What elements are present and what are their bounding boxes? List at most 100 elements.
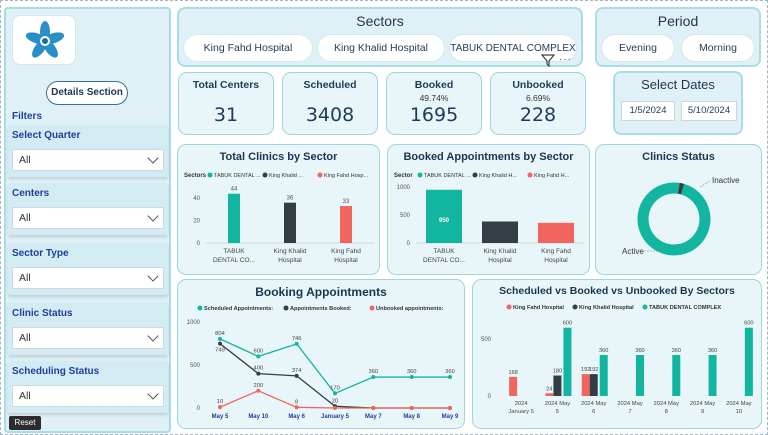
chevron-down-icon bbox=[147, 388, 159, 400]
y-tick-label: 1000 bbox=[397, 185, 411, 191]
kpi-label: Unbooked bbox=[512, 79, 564, 91]
x-tick-label: DENTAL CO... bbox=[213, 257, 255, 264]
sector-pill-king-fahd[interactable]: King Fahd Hospital bbox=[183, 34, 313, 62]
data-label: 168 bbox=[508, 370, 517, 376]
start-date-input[interactable]: 1/5/2024 bbox=[621, 101, 675, 121]
legend-dot bbox=[642, 304, 648, 310]
period-pill-morning[interactable]: Morning bbox=[681, 34, 755, 62]
data-point bbox=[294, 341, 299, 346]
sector-pill-king-khalid[interactable]: King Khalid Hospital bbox=[317, 34, 445, 62]
dropdown-value: All bbox=[19, 390, 31, 402]
x-tick-label: May 7 bbox=[365, 414, 382, 420]
data-label: 360 bbox=[407, 369, 417, 375]
data-point bbox=[256, 354, 261, 359]
bar bbox=[553, 375, 562, 396]
x-tick-label: May 6 bbox=[288, 414, 305, 420]
sector-type-dropdown[interactable]: All bbox=[12, 267, 164, 289]
legend-dot bbox=[472, 172, 478, 178]
data-label: 170 bbox=[330, 385, 340, 391]
kpi-value: 31 bbox=[213, 104, 239, 126]
sector-pill-tabuk-dental[interactable]: TABUK DENTAL COMPLEX bbox=[449, 34, 577, 62]
x-tick-label: Hospital bbox=[488, 257, 512, 264]
clinics-by-sector-chart: Sectors TABUK DENTAL ... King Khalid ... Ki… bbox=[184, 172, 374, 264]
data-label: 44 bbox=[231, 187, 238, 193]
legend-dot bbox=[283, 305, 289, 311]
slicer-label: Clinic Status bbox=[12, 308, 73, 319]
slicer-sector-type: Sector Type All bbox=[8, 243, 168, 295]
data-point bbox=[333, 406, 337, 410]
y-tick-label: 40 bbox=[193, 196, 200, 202]
y-tick-label: 500 bbox=[481, 337, 492, 343]
more-options-icon[interactable]: ··· bbox=[559, 54, 572, 65]
y-tick-label: 500 bbox=[190, 363, 201, 369]
data-label: 749 bbox=[215, 348, 225, 354]
reset-button[interactable]: Reset bbox=[9, 416, 41, 430]
data-label: 200 bbox=[253, 383, 263, 389]
data-label: 360 bbox=[635, 348, 644, 354]
kpi-label: Booked bbox=[414, 79, 454, 91]
bar bbox=[426, 189, 462, 243]
legend-label: King Fahd Hospital bbox=[513, 305, 564, 311]
sectors-title: Sectors bbox=[356, 13, 404, 29]
data-label: 192 bbox=[589, 367, 598, 373]
y-tick-label: 20 bbox=[193, 219, 200, 225]
kpi-label: Scheduled bbox=[303, 79, 357, 91]
data-point bbox=[218, 336, 222, 341]
legend-dot bbox=[369, 305, 375, 311]
x-tick-label: Hospital bbox=[544, 257, 568, 264]
x-tick-label: January 5 bbox=[321, 414, 350, 420]
data-label: 360 bbox=[368, 369, 378, 375]
data-label: 36 bbox=[287, 196, 294, 202]
kpi-unbooked: Unbooked 6.69% 228 bbox=[490, 72, 586, 135]
data-label: 10 bbox=[217, 399, 223, 405]
bar bbox=[636, 355, 644, 396]
x-tick-label: January 5 bbox=[508, 409, 533, 415]
legend-dot bbox=[572, 304, 578, 310]
x-tick-label: Hospital bbox=[334, 257, 358, 264]
clinic-status-dropdown[interactable]: All bbox=[12, 327, 164, 349]
kpi-value: 3408 bbox=[305, 104, 355, 126]
legend-label: Appointments Booked: bbox=[290, 306, 352, 312]
dropdown-value: All bbox=[19, 272, 31, 284]
kpi-percent: 49.74% bbox=[419, 93, 449, 103]
chart-title: Clinics Status bbox=[642, 151, 715, 163]
y-tick-label: 0 bbox=[197, 241, 201, 247]
period-pill-evening[interactable]: Evening bbox=[601, 34, 675, 62]
data-point bbox=[218, 341, 222, 346]
bar bbox=[708, 355, 717, 396]
slicer-scheduling-status: Scheduling Status All bbox=[8, 361, 168, 413]
y-tick-label: 0 bbox=[488, 394, 492, 400]
donut-slice-active bbox=[637, 182, 711, 256]
select-dates-title: Select Dates bbox=[641, 77, 715, 92]
x-tick-label: May 10 bbox=[248, 414, 269, 420]
legend-label: King Khalid ... bbox=[269, 173, 303, 179]
x-tick-label: 2024 May bbox=[726, 401, 752, 407]
centers-dropdown[interactable]: All bbox=[12, 207, 164, 229]
data-label: 746 bbox=[292, 336, 302, 342]
scheduling-status-dropdown[interactable]: All bbox=[12, 385, 164, 407]
x-tick-label: TABUK bbox=[433, 248, 455, 255]
x-tick-label: 2024 May bbox=[581, 401, 607, 407]
donut-slice-inactive bbox=[677, 182, 685, 195]
end-date-input[interactable]: 5/10/2024 bbox=[681, 101, 737, 121]
data-label: 360 bbox=[672, 348, 681, 354]
x-tick-label: May 8 bbox=[403, 414, 420, 420]
legend-dot bbox=[527, 172, 533, 178]
data-label: 600 bbox=[563, 321, 572, 327]
data-point bbox=[218, 405, 222, 410]
active-label: Active bbox=[622, 247, 644, 256]
inactive-label: Inactive bbox=[712, 176, 740, 185]
legend-dot bbox=[207, 172, 213, 178]
x-tick-label: 7 bbox=[628, 409, 631, 415]
booking-appointments-chart: Scheduled Appointments: Appointments Book… bbox=[187, 305, 459, 420]
bar bbox=[228, 193, 240, 243]
legend-dot bbox=[506, 304, 512, 310]
quarter-dropdown[interactable]: All bbox=[12, 149, 164, 171]
legend-label: King Fahd Hosp... bbox=[324, 173, 368, 179]
bar bbox=[744, 327, 753, 396]
booking-appointments-card: Booking Appointments Scheduled Appointme… bbox=[177, 279, 465, 429]
details-section-button[interactable]: Details Section bbox=[46, 81, 128, 105]
kpi-label: Total Centers bbox=[192, 79, 260, 91]
filter-icon[interactable] bbox=[540, 53, 556, 68]
